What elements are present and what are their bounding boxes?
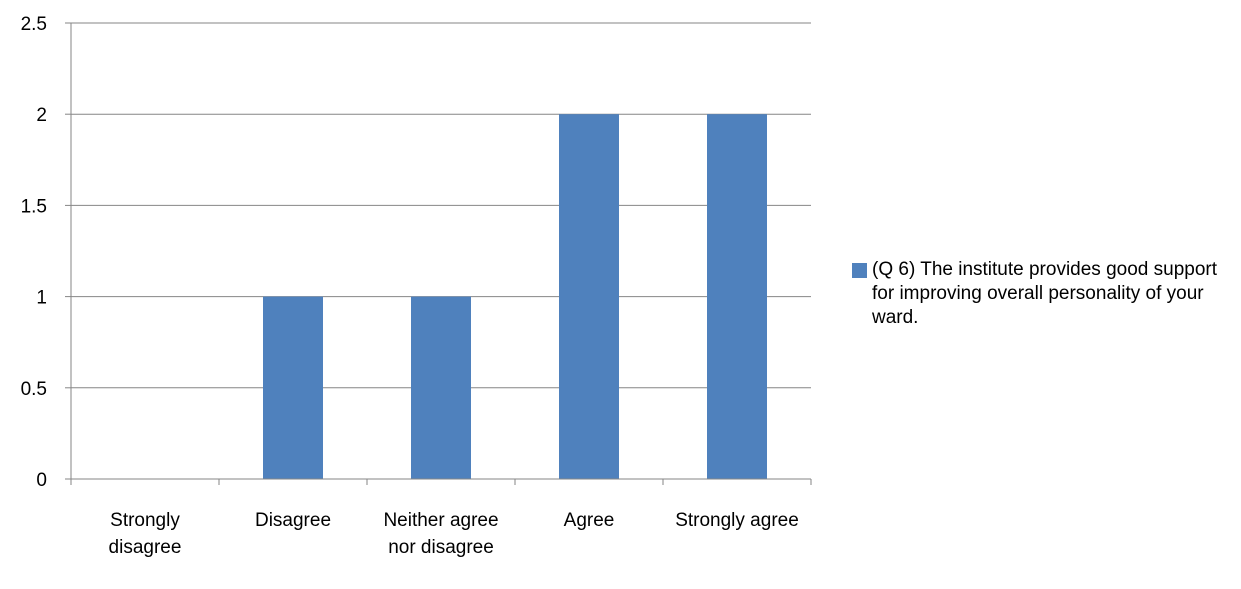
y-tick-labels: 0 0.5 1 1.5 2 2.5 <box>21 14 47 491</box>
axes <box>65 22 812 485</box>
legend-swatch <box>852 263 867 278</box>
legend-series-label: (Q 6) The institute provides good suppor… <box>872 259 1218 328</box>
y-tick-label: 0.5 <box>21 379 47 400</box>
y-tick-label: 1.5 <box>21 196 47 217</box>
y-tick-label: 1 <box>36 288 47 309</box>
x-category-label: Strongly agree <box>675 510 799 531</box>
bar <box>411 296 471 479</box>
y-tick-label: 2 <box>36 105 47 126</box>
x-category-label: Disagree <box>255 510 331 531</box>
x-category-label: Neither agree nor disagree <box>383 510 498 558</box>
y-tick-label: 2.5 <box>21 14 47 35</box>
y-tick-label: 0 <box>36 470 47 491</box>
bar <box>263 296 323 479</box>
bars <box>263 114 767 479</box>
bar <box>707 114 767 479</box>
x-category-labels: Strongly disagree Disagree Neither agree nor… <box>109 510 799 558</box>
x-category-label: Strongly disagree <box>109 510 182 558</box>
gridlines <box>71 22 811 389</box>
x-category-label: Agree <box>564 510 615 531</box>
legend: (Q 6) The institute provides good suppor… <box>852 258 1240 330</box>
bar <box>559 114 619 479</box>
